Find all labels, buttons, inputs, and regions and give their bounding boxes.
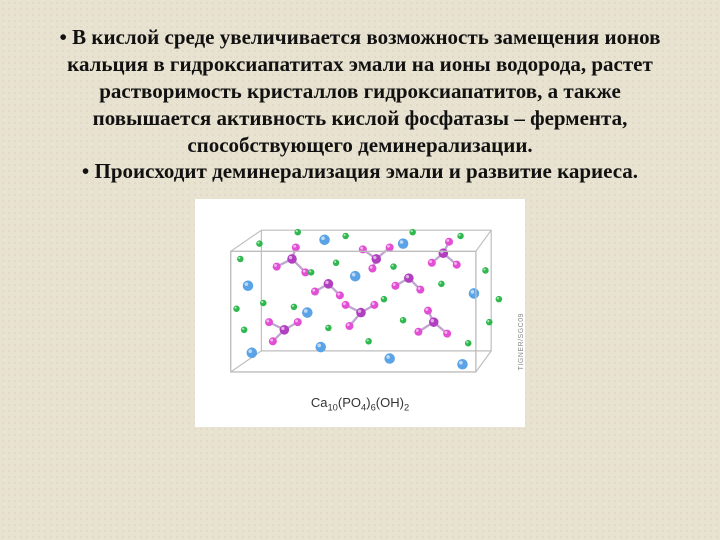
crystal-lattice-svg [202,213,518,393]
bullet-item: В кислой среде увеличивается возможность… [34,24,686,158]
chemical-formula: Ca10(PO4)6(OH)2 [311,395,409,413]
bullet-item: Происходит деминерализация эмали и разви… [34,158,686,185]
crystal-figure: Ca10(PO4)6(OH)2 TIGNER/SGC09 [195,199,525,427]
bullet-list: В кислой среде увеличивается возможность… [34,24,686,185]
figure-credit: TIGNER/SGC09 [518,313,525,370]
slide: В кислой среде увеличивается возможность… [0,0,720,540]
